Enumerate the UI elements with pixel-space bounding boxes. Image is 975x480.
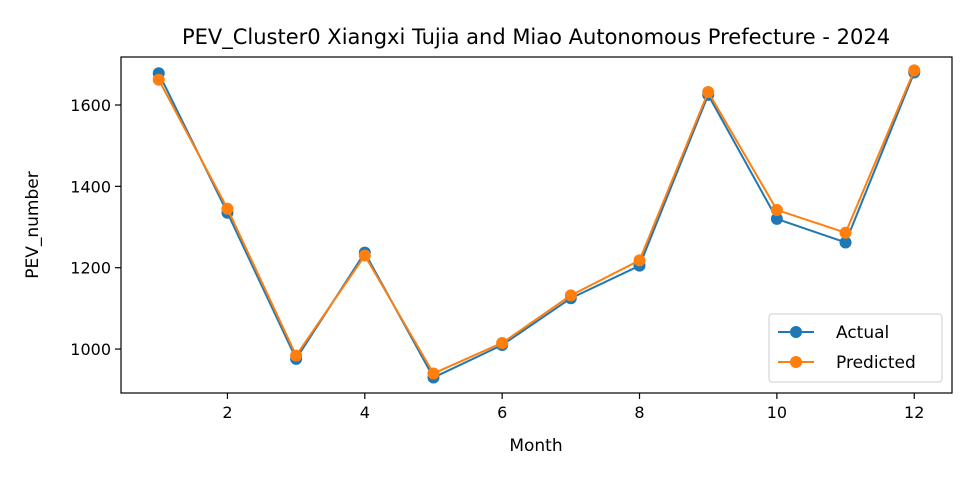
y-axis-ticks: 1000 1200 1400 1600 xyxy=(70,96,121,359)
plot-frame xyxy=(120,56,953,394)
x-tick-label: 12 xyxy=(904,403,924,422)
legend-label-actual: Actual xyxy=(836,323,889,343)
data-point-predicted xyxy=(427,367,440,380)
data-point-predicted xyxy=(908,64,921,77)
x-tick-label: 4 xyxy=(360,403,370,422)
series-line-actual xyxy=(157,72,916,379)
data-point-predicted xyxy=(221,202,234,215)
x-tick-label: 10 xyxy=(767,403,787,422)
y-axis-label: PEV_number xyxy=(23,171,43,278)
legend-label-predicted: Predicted xyxy=(836,353,916,373)
series-line-predicted xyxy=(157,70,916,375)
y-tick-label: 1600 xyxy=(70,96,111,115)
x-axis-label: Month xyxy=(509,436,562,456)
data-point-predicted xyxy=(152,73,165,86)
x-tick-label: 8 xyxy=(634,403,644,422)
data-point-actual xyxy=(770,212,783,225)
data-point-actual xyxy=(839,236,852,249)
data-point-predicted xyxy=(770,203,783,216)
y-tick-label: 1400 xyxy=(70,177,111,196)
series-layer xyxy=(152,64,921,384)
data-point-predicted xyxy=(358,249,371,262)
data-point-predicted xyxy=(564,289,577,302)
x-tick-label: 2 xyxy=(222,403,232,422)
y-tick-label: 1000 xyxy=(70,340,111,359)
data-point-predicted xyxy=(496,336,509,349)
legend: Actual Predicted xyxy=(768,313,943,383)
legend-marker-actual xyxy=(790,326,802,338)
y-tick-label: 1200 xyxy=(70,259,111,278)
x-axis-ticks: 2 4 6 8 10 12 xyxy=(222,393,924,422)
series-predicted xyxy=(152,64,921,380)
x-tick-label: 6 xyxy=(497,403,507,422)
data-point-predicted xyxy=(633,254,646,267)
chart-title: PEV_Cluster0 Xiangxi Tujia and Miao Auto… xyxy=(182,25,890,50)
data-point-predicted xyxy=(702,85,715,98)
legend-marker-predicted xyxy=(790,356,802,368)
data-point-predicted xyxy=(290,349,303,362)
data-point-predicted xyxy=(839,226,852,239)
